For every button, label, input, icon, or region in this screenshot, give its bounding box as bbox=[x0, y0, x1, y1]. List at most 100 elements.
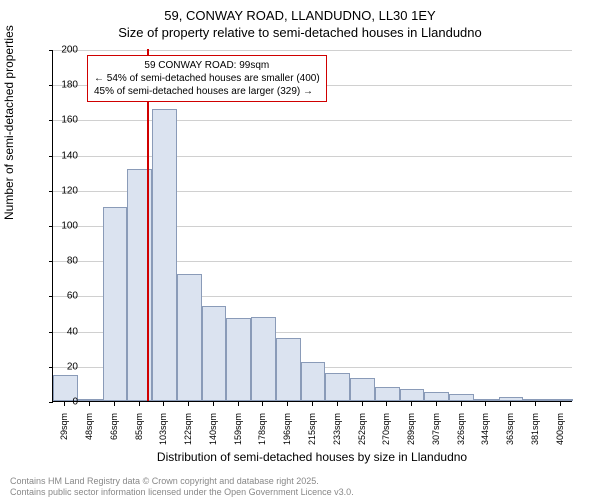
x-tick-mark bbox=[287, 402, 288, 406]
x-tick-label: 103sqm bbox=[158, 413, 168, 453]
bars-layer bbox=[53, 50, 572, 401]
x-tick-mark bbox=[510, 402, 511, 406]
x-tick-mark bbox=[560, 402, 561, 406]
x-tick-mark bbox=[163, 402, 164, 406]
histogram-bar bbox=[301, 362, 326, 401]
annotation-title: 59 CONWAY ROAD: 99sqm bbox=[94, 59, 320, 72]
annotation-callout: 59 CONWAY ROAD: 99sqm ← 54% of semi-deta… bbox=[87, 55, 327, 102]
x-tick-mark bbox=[238, 402, 239, 406]
y-tick-mark bbox=[49, 226, 53, 227]
y-tick-mark bbox=[49, 332, 53, 333]
footer-attribution: Contains HM Land Registry data © Crown c… bbox=[10, 476, 354, 498]
x-tick-label: 233sqm bbox=[332, 413, 342, 453]
x-tick-label: 48sqm bbox=[84, 413, 94, 453]
histogram-chart: 59, CONWAY ROAD, LLANDUDNO, LL30 1EY Siz… bbox=[0, 0, 600, 500]
histogram-bar bbox=[523, 399, 548, 401]
histogram-bar bbox=[400, 389, 425, 401]
x-tick-label: 400sqm bbox=[555, 413, 565, 453]
chart-title-address: 59, CONWAY ROAD, LLANDUDNO, LL30 1EY bbox=[0, 0, 600, 23]
histogram-bar bbox=[103, 207, 128, 401]
y-axis-label: Number of semi-detached properties bbox=[2, 25, 16, 220]
x-tick-label: 252sqm bbox=[357, 413, 367, 453]
x-tick-mark bbox=[411, 402, 412, 406]
y-tick-mark bbox=[49, 402, 53, 403]
y-tick-label: 180 bbox=[54, 80, 78, 91]
y-tick-mark bbox=[49, 191, 53, 192]
histogram-bar bbox=[276, 338, 301, 401]
x-tick-mark bbox=[436, 402, 437, 406]
histogram-bar bbox=[499, 397, 524, 401]
x-tick-mark bbox=[485, 402, 486, 406]
gridline bbox=[53, 120, 572, 121]
x-tick-mark bbox=[386, 402, 387, 406]
footer-line1: Contains HM Land Registry data © Crown c… bbox=[10, 476, 354, 487]
x-tick-label: 159sqm bbox=[233, 413, 243, 453]
x-tick-mark bbox=[89, 402, 90, 406]
x-tick-mark bbox=[312, 402, 313, 406]
x-tick-label: 381sqm bbox=[530, 413, 540, 453]
histogram-bar bbox=[152, 109, 177, 401]
histogram-bar bbox=[350, 378, 375, 401]
histogram-bar bbox=[474, 399, 499, 401]
y-tick-label: 160 bbox=[54, 115, 78, 126]
x-axis-label: Distribution of semi-detached houses by … bbox=[52, 450, 572, 464]
y-tick-label: 60 bbox=[54, 291, 78, 302]
histogram-bar bbox=[375, 387, 400, 401]
y-tick-label: 120 bbox=[54, 185, 78, 196]
gridline bbox=[53, 50, 572, 51]
y-tick-mark bbox=[49, 261, 53, 262]
y-tick-label: 140 bbox=[54, 150, 78, 161]
histogram-bar bbox=[202, 306, 227, 401]
x-tick-mark bbox=[213, 402, 214, 406]
x-tick-mark bbox=[139, 402, 140, 406]
x-tick-label: 66sqm bbox=[109, 413, 119, 453]
annotation-larger: 45% of semi-detached houses are larger (… bbox=[94, 85, 320, 98]
x-tick-mark bbox=[535, 402, 536, 406]
histogram-bar bbox=[449, 394, 474, 401]
y-tick-mark bbox=[49, 296, 53, 297]
x-tick-label: 140sqm bbox=[208, 413, 218, 453]
histogram-bar bbox=[226, 318, 251, 401]
x-tick-label: 344sqm bbox=[480, 413, 490, 453]
histogram-bar bbox=[251, 317, 276, 401]
histogram-bar bbox=[78, 399, 103, 401]
x-tick-label: 215sqm bbox=[307, 413, 317, 453]
x-tick-label: 307sqm bbox=[431, 413, 441, 453]
y-tick-label: 0 bbox=[54, 397, 78, 408]
x-tick-label: 85sqm bbox=[134, 413, 144, 453]
y-tick-mark bbox=[49, 120, 53, 121]
x-tick-label: 326sqm bbox=[456, 413, 466, 453]
x-tick-mark bbox=[337, 402, 338, 406]
plot-area bbox=[52, 50, 572, 402]
y-tick-label: 200 bbox=[54, 45, 78, 56]
x-tick-label: 29sqm bbox=[59, 413, 69, 453]
footer-line2: Contains public sector information licen… bbox=[10, 487, 354, 498]
histogram-bar bbox=[325, 373, 350, 401]
y-tick-mark bbox=[49, 156, 53, 157]
y-tick-label: 80 bbox=[54, 256, 78, 267]
y-tick-mark bbox=[49, 85, 53, 86]
x-tick-label: 178sqm bbox=[257, 413, 267, 453]
x-tick-mark bbox=[64, 402, 65, 406]
histogram-bar bbox=[548, 399, 573, 401]
x-tick-mark bbox=[461, 402, 462, 406]
x-tick-label: 363sqm bbox=[505, 413, 515, 453]
y-tick-mark bbox=[49, 50, 53, 51]
chart-title-subtitle: Size of property relative to semi-detach… bbox=[0, 23, 600, 40]
x-tick-mark bbox=[362, 402, 363, 406]
x-tick-label: 196sqm bbox=[282, 413, 292, 453]
x-tick-mark bbox=[188, 402, 189, 406]
histogram-bar bbox=[177, 274, 202, 401]
gridline bbox=[53, 156, 572, 157]
y-tick-mark bbox=[49, 367, 53, 368]
y-tick-label: 100 bbox=[54, 221, 78, 232]
x-tick-mark bbox=[114, 402, 115, 406]
histogram-bar bbox=[424, 392, 449, 401]
x-tick-label: 122sqm bbox=[183, 413, 193, 453]
y-tick-label: 40 bbox=[54, 326, 78, 337]
annotation-smaller: ← 54% of semi-detached houses are smalle… bbox=[94, 72, 320, 85]
y-tick-label: 20 bbox=[54, 361, 78, 372]
x-tick-mark bbox=[262, 402, 263, 406]
x-tick-label: 270sqm bbox=[381, 413, 391, 453]
x-tick-label: 289sqm bbox=[406, 413, 416, 453]
